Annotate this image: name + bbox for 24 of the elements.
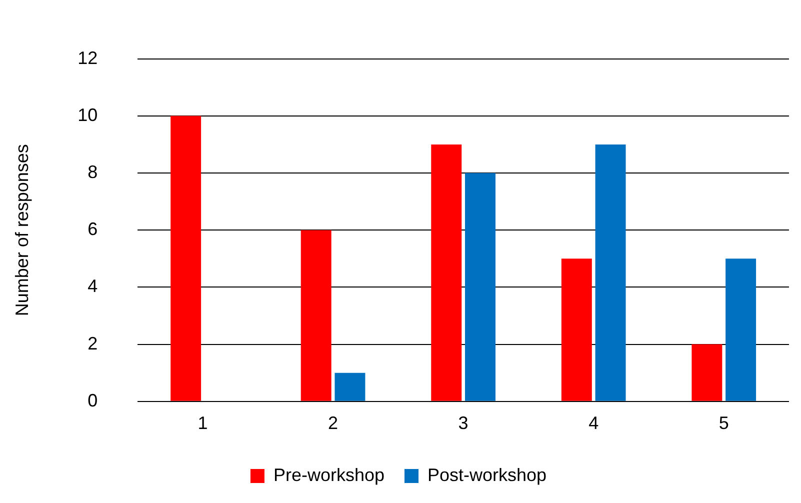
bar	[595, 144, 626, 401]
bar	[465, 173, 496, 401]
legend-label: Post-workshop	[427, 464, 547, 485]
bar	[170, 116, 202, 401]
y-tick-label: 12	[78, 48, 98, 68]
x-tick-label: 5	[718, 413, 729, 434]
bar	[334, 372, 366, 401]
y-tick-label: 4	[88, 276, 98, 296]
bar	[561, 258, 592, 401]
bar	[726, 258, 756, 401]
bar	[300, 230, 332, 401]
y-tick-label: 10	[78, 104, 98, 125]
x-tick-label: 4	[588, 413, 599, 434]
y-tick-label: 6	[88, 219, 98, 240]
y-tick-label: 8	[88, 162, 98, 182]
y-axis-title: Number of responses	[12, 144, 32, 316]
x-tick-label: 2	[328, 413, 338, 434]
y-tick-label: 0	[88, 390, 98, 410]
x-tick-label: 1	[198, 413, 208, 434]
x-tick-label: 3	[458, 413, 468, 434]
y-tick-label: 2	[88, 333, 98, 354]
bar	[431, 144, 462, 401]
bar	[692, 344, 722, 401]
legend-label: Pre-workshop	[273, 464, 384, 485]
